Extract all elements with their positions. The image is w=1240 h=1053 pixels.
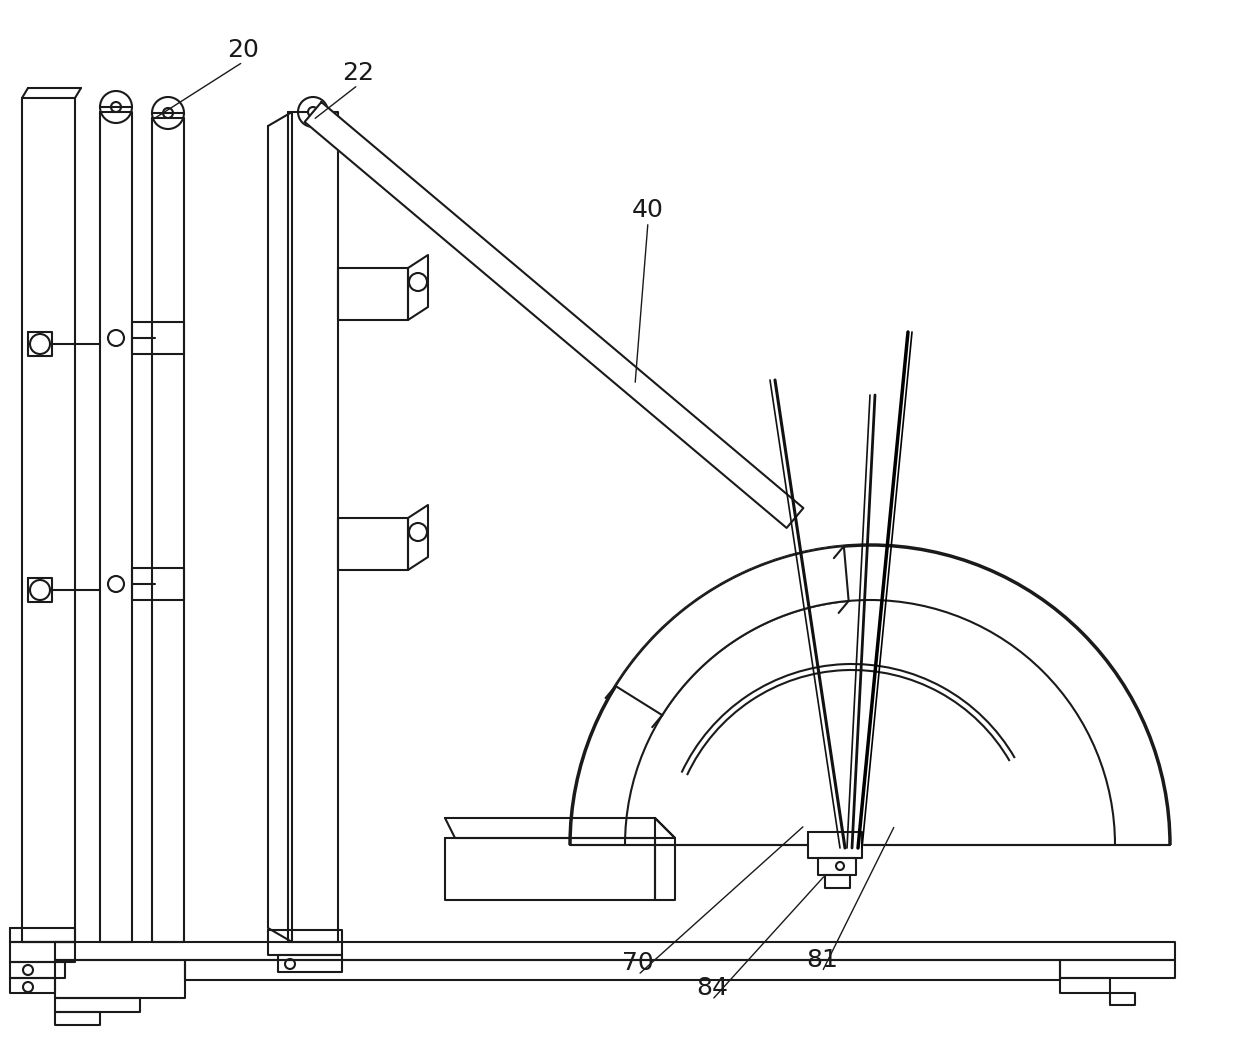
Polygon shape — [185, 960, 1060, 980]
Polygon shape — [408, 505, 428, 570]
Polygon shape — [655, 818, 675, 900]
Text: 84: 84 — [696, 976, 728, 1000]
Text: 70: 70 — [622, 951, 653, 975]
Text: 20: 20 — [227, 38, 259, 62]
Polygon shape — [268, 930, 342, 955]
Polygon shape — [29, 332, 52, 356]
Polygon shape — [55, 942, 1176, 960]
Circle shape — [162, 108, 174, 118]
Polygon shape — [55, 1012, 100, 1025]
Polygon shape — [10, 928, 74, 942]
Polygon shape — [100, 112, 131, 942]
Polygon shape — [339, 518, 408, 570]
Text: 81: 81 — [806, 948, 838, 972]
Polygon shape — [131, 322, 184, 354]
Polygon shape — [1060, 978, 1110, 993]
Polygon shape — [10, 962, 64, 978]
Polygon shape — [445, 818, 675, 838]
Polygon shape — [29, 578, 52, 602]
Polygon shape — [825, 875, 849, 888]
Polygon shape — [1110, 993, 1135, 1005]
Polygon shape — [153, 118, 184, 942]
Polygon shape — [445, 838, 655, 900]
Polygon shape — [55, 960, 185, 998]
Polygon shape — [10, 978, 55, 993]
Polygon shape — [339, 269, 408, 320]
Text: 22: 22 — [342, 61, 374, 85]
Polygon shape — [305, 102, 804, 528]
Polygon shape — [408, 255, 428, 320]
Polygon shape — [278, 955, 342, 972]
Circle shape — [112, 102, 122, 112]
Polygon shape — [288, 112, 339, 942]
Polygon shape — [615, 547, 848, 715]
Polygon shape — [10, 942, 74, 962]
Polygon shape — [1060, 960, 1176, 978]
Circle shape — [308, 107, 317, 117]
Polygon shape — [818, 858, 856, 875]
Polygon shape — [268, 112, 291, 942]
Text: 40: 40 — [632, 198, 663, 222]
Polygon shape — [131, 568, 184, 600]
Polygon shape — [55, 998, 140, 1012]
Polygon shape — [22, 98, 74, 942]
Polygon shape — [808, 832, 862, 858]
